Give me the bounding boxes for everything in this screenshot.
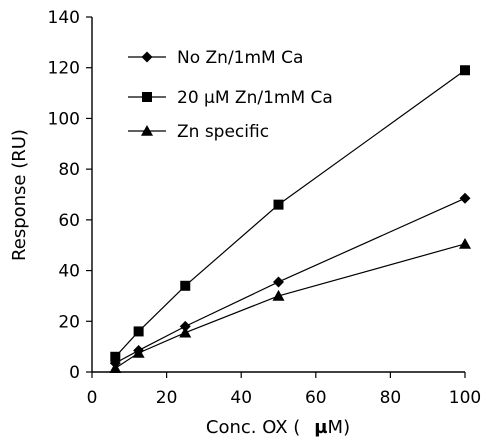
x-tick-label: 60: [305, 388, 327, 408]
series-line: [114, 69, 466, 358]
y-axis-title: Response (RU): [9, 129, 30, 261]
series-line: [114, 243, 466, 369]
series-triangle: [109, 237, 471, 373]
x-tick-label: 40: [230, 388, 252, 408]
series-square: [110, 65, 470, 362]
x-axis-title-mu: µ: [314, 417, 327, 438]
legend-label: No Zn/1mM Ca: [177, 48, 303, 68]
y-tick-label: 100: [48, 109, 80, 129]
legend-marker-triangle: [141, 125, 153, 136]
data-point-triangle: [132, 346, 145, 358]
data-point-square: [180, 280, 191, 291]
data-point-diamond: [273, 276, 284, 288]
legend-marker-diamond: [141, 51, 153, 63]
series-line: [115, 197, 466, 364]
y-tick-label: 20: [58, 312, 80, 332]
y-tick-label: 140: [48, 8, 80, 28]
plot-area: 0 20 40 60 80 100 120 140 0 20 40 60 80 100: [48, 8, 482, 408]
legend-item: 20 µM Zn/1mM Ca: [128, 88, 333, 108]
legend-label: Zn specific: [177, 122, 269, 142]
x-tick-label: 0: [87, 388, 98, 408]
series-layer: [109, 65, 471, 373]
data-point-triangle: [272, 289, 285, 301]
y-ticks: 0 20 40 60 80 100 120 140: [48, 8, 92, 383]
x-ticks: 0 20 40 60 80 100: [87, 372, 481, 408]
data-point-square: [110, 351, 121, 362]
x-tick-label: 20: [156, 388, 178, 408]
y-tick-label: 40: [58, 262, 80, 282]
legend-label: 20 µM Zn/1mM Ca: [177, 88, 333, 108]
data-point-triangle: [179, 326, 192, 338]
x-tick-label: 80: [380, 388, 402, 408]
data-point-triangle: [459, 237, 471, 249]
x-axis-title-prefix: Conc. OX (: [206, 417, 300, 438]
data-point-diamond: [459, 192, 471, 204]
data-point-triangle: [109, 362, 122, 373]
data-point-square: [460, 65, 470, 76]
data-point-square: [133, 326, 144, 337]
legend: No Zn/1mM Ca 20 µM Zn/1mM Ca Zn specific: [128, 48, 333, 142]
y-tick-label: 80: [58, 160, 80, 180]
y-tick-label: 60: [58, 211, 80, 231]
y-tick-label: 0: [69, 363, 80, 383]
data-point-diamond: [179, 320, 191, 332]
x-axis-title: Conc. OX ( µM): [206, 417, 350, 438]
x-axis-title-suffix: M): [328, 417, 351, 438]
data-point-square: [273, 199, 284, 210]
y-tick-label: 120: [48, 59, 80, 79]
legend-item: No Zn/1mM Ca: [128, 48, 303, 68]
legend-marker-square: [142, 92, 152, 102]
x-tick-label: 100: [449, 388, 481, 408]
legend-item: Zn specific: [128, 122, 269, 142]
